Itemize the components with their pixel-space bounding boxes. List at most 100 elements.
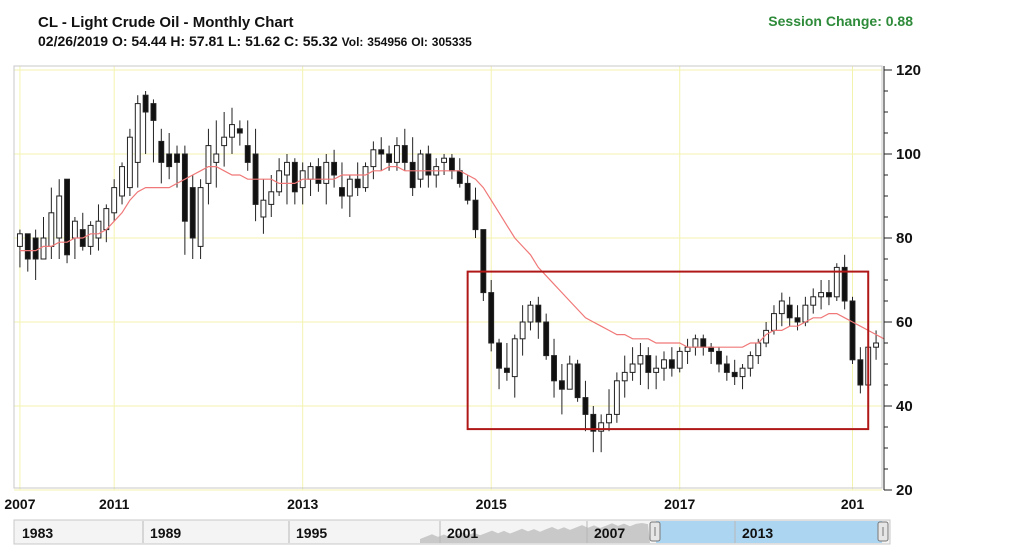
candle-up (527, 304, 534, 323)
candle-up (566, 363, 573, 390)
navigator-year-label: 2013 (742, 525, 773, 541)
navigator-year-label: 2001 (447, 525, 478, 541)
open-label: O: (111, 33, 128, 49)
candle-up (661, 359, 667, 369)
candle-up (40, 237, 47, 260)
close-label: C: (284, 33, 299, 49)
candle-down (857, 359, 864, 386)
candle-down (786, 304, 793, 319)
ohlc-readout: 02/26/2019 O: 54.44 H: 57.81 L: 51.62 C:… (38, 33, 472, 49)
candle-down (582, 397, 589, 415)
candle-down (174, 153, 180, 163)
candle-down (503, 367, 510, 373)
candle-up (684, 346, 691, 352)
candle-up (56, 195, 63, 239)
candle-up (221, 136, 228, 147)
open-interest-label: OI: (411, 35, 428, 49)
x-axis: 2007 2011 2013 2015 2017 201 (4, 496, 864, 512)
candle-down (535, 304, 542, 323)
chart-title: CL - Light Crude Oil - Monthly Chart (38, 14, 294, 31)
candle-down (354, 178, 361, 189)
candle-up (205, 145, 212, 184)
navigator-year-label: 1989 (150, 525, 181, 541)
low-value: 51.62 (245, 33, 281, 49)
candle-up (692, 338, 699, 348)
candle-up (268, 191, 275, 205)
y-tick-label: 20 (896, 482, 913, 499)
highlight-box (466, 270, 870, 431)
grid-lines (14, 66, 882, 491)
y-tick-label: 60 (896, 314, 913, 331)
x-tick-label: 2007 (4, 496, 35, 512)
navigator-year-label: 1995 (296, 525, 327, 541)
x-tick-label: 2011 (99, 496, 130, 512)
x-tick-label: 2013 (287, 496, 318, 512)
candle-down (339, 187, 345, 197)
candle-down (558, 380, 565, 390)
candle-up (213, 153, 220, 163)
candle-down (472, 199, 479, 231)
plot-frame (13, 65, 883, 489)
candle-down (574, 363, 581, 399)
moving-average-line (19, 166, 885, 348)
candle-down (291, 161, 298, 193)
candle-down (543, 321, 550, 357)
navigator[interactable]: 1983 1989 1995 2001 2007 2013 (13, 519, 891, 545)
candle-down (590, 413, 597, 432)
candle-down (331, 161, 338, 176)
candle-up (95, 220, 102, 239)
candle-up (818, 292, 825, 298)
candle-down (189, 187, 196, 239)
candle-down (32, 237, 39, 260)
candle-down (378, 149, 385, 155)
candle-down (150, 103, 157, 121)
candle-down (409, 161, 416, 189)
candle-up (362, 166, 369, 189)
candle-up (441, 157, 448, 163)
candle-down (551, 355, 557, 382)
open-value: 54.44 (131, 33, 167, 49)
close-value: 55.32 (302, 33, 338, 49)
candle-up (598, 422, 605, 432)
candle-up (346, 178, 353, 197)
candle-up (778, 300, 785, 315)
y-tick-label: 120 (896, 62, 921, 79)
candle-up (511, 338, 518, 378)
candle-up (621, 371, 628, 382)
candle-down (448, 157, 455, 172)
candle-up (111, 187, 118, 214)
navigator-year-label: 2007 (594, 525, 625, 541)
candle-up (284, 161, 290, 176)
candle-down (166, 153, 173, 168)
candle-up (394, 145, 400, 163)
candle-down (244, 145, 251, 163)
candle-up (771, 313, 777, 331)
candle-up (103, 208, 110, 231)
x-tick-label: 2017 (664, 496, 695, 512)
candle-down (425, 153, 432, 176)
candle-up (802, 304, 809, 323)
navigator-selection[interactable] (656, 521, 882, 543)
candle-down (142, 94, 149, 113)
open-interest-value: 305335 (431, 35, 472, 49)
candle-down (488, 292, 495, 344)
candle-up (747, 355, 754, 369)
high-value: 57.81 (189, 33, 225, 49)
volume-value: 354956 (367, 35, 408, 49)
candle-down (668, 359, 675, 369)
candle-up (323, 161, 330, 184)
candle-up (653, 367, 660, 373)
candle-up (229, 124, 235, 138)
candle-down (841, 266, 848, 302)
candle-down (386, 153, 393, 163)
candle-up (276, 170, 283, 193)
bar-date: 02/26/2019 (38, 33, 109, 49)
candle-up (134, 103, 141, 163)
candle-down (496, 342, 502, 369)
navigator-volume-area (420, 523, 650, 543)
candles (16, 91, 880, 453)
candle-up (119, 166, 125, 197)
candle-up (71, 220, 78, 239)
candle-down (181, 153, 188, 222)
